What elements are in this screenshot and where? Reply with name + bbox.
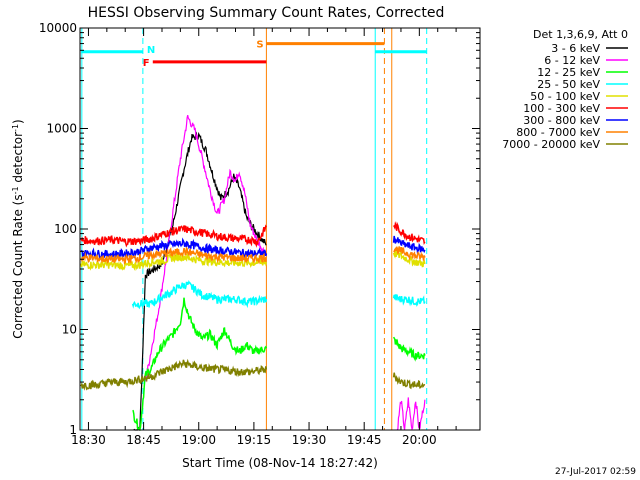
series-trace-3-1 [392,294,426,307]
y-axis-label: Corrected Count Rate (s-1 detector-1) [11,119,25,338]
axes-layer: 18:30 18:45 19:00 19:15 19:30 19:45 20:00 1 10 10… [39,21,481,447]
series-trace-1-0 [144,114,267,382]
series-trace-0-0 [133,131,267,431]
series-trace-8-0 [80,358,268,391]
series-trace-1-1 [396,397,426,431]
timestamp: 27-Jul-2017 02:59 [555,467,636,477]
y-axis-label-mid: detector [11,132,25,187]
series-trace-5-1 [393,221,426,245]
flag-label-n: N [147,45,155,56]
data-layer: NF S [80,28,428,432]
series-trace-6-1 [392,235,426,255]
x-axis-label: Start Time (08-Nov-14 18:27:42) [182,456,378,470]
series-trace-4-0 [80,251,268,272]
chart-title: HESSI Observing Summary Count Rates, Cor… [88,5,445,21]
legend-label-3: 25 - 50 keV [537,78,600,91]
y-tick-label-1: 10 [62,323,77,337]
x-tick-label-3: 19:15 [237,433,272,447]
y-axis-label-sup2: -1 [11,124,20,132]
y-tick-label-2: 100 [54,222,77,236]
series-trace-2-0 [132,297,268,432]
x-tick-label-2: 19:00 [181,433,216,447]
flag-label-f: F [143,58,150,69]
series-trace-8-1 [392,372,426,390]
x-tick-label-1: 18:45 [126,433,161,447]
legend-label-1: 6 - 12 keV [544,54,600,67]
legend-label-2: 12 - 25 keV [537,66,600,79]
y-tick-label-4: 10000 [39,21,77,35]
series-trace-7-0 [80,246,267,265]
y-tick-label-3: 1000 [46,122,77,136]
plot-frame [79,27,481,431]
x-tick-label-4: 19:30 [292,433,327,447]
legend-label-6: 300 - 800 keV [523,114,600,127]
series-trace-2-1 [392,336,426,362]
flag-label-s: S [256,40,263,51]
y-tick-label-0: 1 [69,423,77,437]
legend-label-4: 50 - 100 keV [530,90,600,103]
legend-label-7: 800 - 7000 keV [516,126,600,139]
series-trace-5-0 [80,224,267,248]
x-tick-label-6: 20:00 [402,433,437,447]
x-tick-label-5: 19:45 [347,433,382,447]
y-axis-label-end: ) [11,119,25,124]
series-trace-3-0 [131,280,268,310]
legend-label-0: 3 - 6 keV [551,42,600,55]
x-tick-label-0: 18:30 [71,433,106,447]
y-axis-label-sup1: -1 [11,186,20,194]
legend-label-8: 7000 - 20000 keV [502,138,600,151]
series-trace-4-1 [392,250,426,268]
series-trace-7-1 [393,246,426,261]
legend-label-5: 100 - 300 keV [523,102,600,115]
y-axis-label-main: Corrected Count Rate (s [11,194,25,338]
legend-header: Det 1,3,6,9, Att 0 [533,28,628,41]
